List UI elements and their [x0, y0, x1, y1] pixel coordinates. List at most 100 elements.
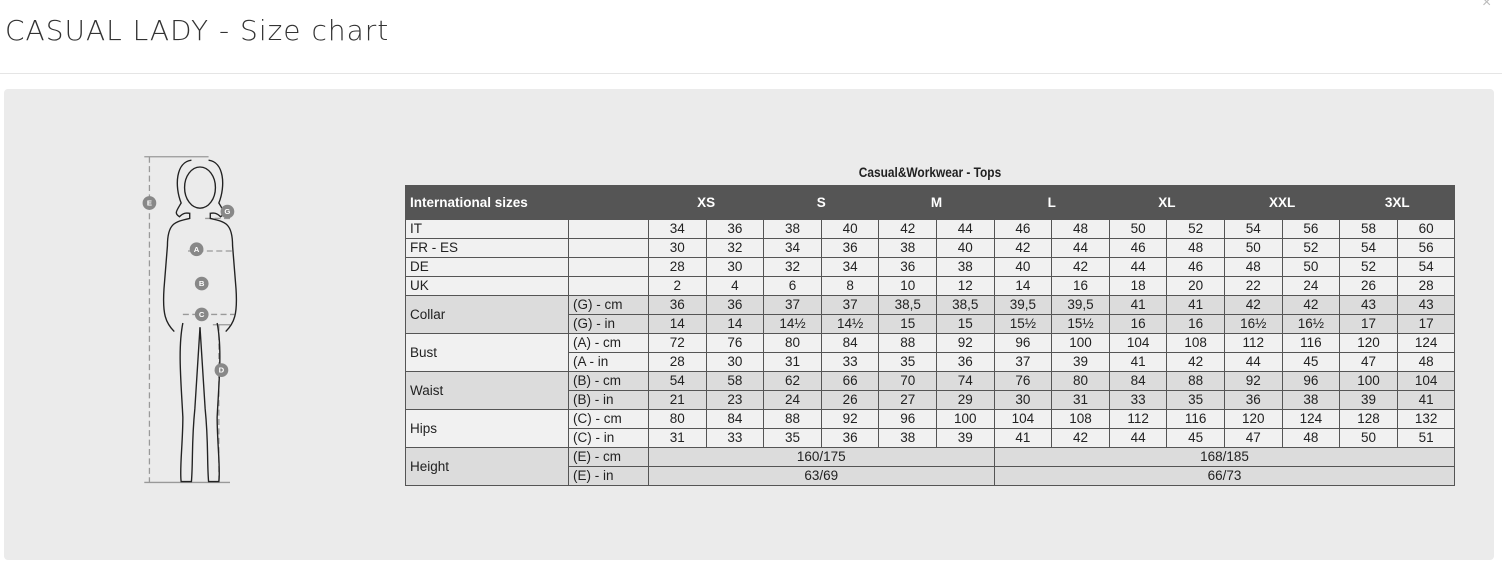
marker-b: B	[199, 279, 205, 288]
value-cell: 40	[820, 219, 880, 239]
header-row: International sizes XS S M L XL XXL 3XL	[405, 185, 1456, 220]
value-cell: 70	[878, 371, 937, 391]
row-label: UK	[405, 276, 569, 296]
value-cell: 34	[648, 219, 707, 239]
value-cell: 36	[1223, 390, 1283, 410]
value-cell: 120	[1223, 409, 1283, 429]
value-cell: 80	[1051, 371, 1110, 391]
value-cell: 96	[993, 333, 1053, 353]
marker-c: C	[199, 310, 205, 319]
value-cell: 30	[648, 238, 707, 258]
value-cell: 104	[1396, 371, 1456, 391]
row-label: Height	[405, 447, 569, 486]
value-cell: 52	[1166, 219, 1225, 239]
table-caption: Casual&Workwear - Tops	[858, 164, 1002, 180]
value-cell: 43	[1396, 295, 1456, 315]
value-cell: 32	[763, 257, 822, 277]
value-cell: 44	[936, 219, 995, 239]
value-cell: 44	[1051, 238, 1110, 258]
table-row: (E) - in 63/69 66/73	[406, 466, 1456, 486]
unit-cell: (G) - in	[568, 314, 649, 334]
close-icon[interactable]: ×	[1482, 0, 1492, 11]
value-cell: 34	[763, 238, 822, 258]
value-cell: 88	[1166, 371, 1225, 391]
unit-cell	[568, 257, 649, 277]
value-cell: 72	[648, 333, 707, 353]
value-cell: 42	[1223, 295, 1283, 315]
header-size-xs: XS	[647, 185, 765, 220]
value-cell: 58	[705, 371, 765, 391]
header-size-xxl: XXL	[1223, 185, 1341, 220]
value-cell: 39,5	[1051, 295, 1110, 315]
value-cell: 42	[878, 219, 937, 239]
value-cell: 16	[1166, 314, 1225, 334]
table-row: UK 2 4 6 8 10 12 14 16 18 20 22 24 26 28	[405, 276, 1456, 296]
value-cell: 6	[763, 276, 822, 296]
value-cell: 74	[936, 371, 995, 391]
value-cell: 43	[1339, 295, 1398, 315]
value-cell: 35	[763, 428, 822, 448]
value-cell: 48	[1223, 257, 1283, 277]
value-cell: 21	[648, 390, 707, 410]
value-cell: 35	[1166, 390, 1225, 410]
value-cell: 47	[1223, 428, 1283, 448]
value-cell: 14½	[820, 314, 880, 334]
value-cell: 40	[936, 238, 995, 258]
value-cell: 50	[1339, 428, 1398, 448]
value-cell: 23	[705, 390, 765, 410]
value-cell: 92	[820, 409, 880, 429]
table-row: FR - ES 30 32 34 36 38 40 42 44 46 48 50 52 54 56	[405, 238, 1456, 258]
row-label: Hips	[405, 409, 569, 448]
value-cell: 104	[1108, 333, 1168, 353]
value-cell: 108	[1051, 409, 1110, 429]
marker-d: D	[219, 366, 225, 375]
value-cell: 37	[820, 295, 880, 315]
modal-title: CASUAL LADY - Size chart	[5, 14, 390, 47]
value-cell: 38	[763, 219, 822, 239]
marker-a: A	[194, 245, 200, 254]
row-label: Collar	[405, 295, 569, 334]
value-cell: 28	[648, 352, 707, 372]
value-cell: 2	[648, 276, 707, 296]
merged-value-cell: 66/73	[993, 466, 1456, 486]
value-cell: 50	[1108, 219, 1168, 239]
value-cell: 36	[648, 295, 707, 315]
value-cell: 88	[878, 333, 937, 353]
table-row: (B) - in 21 23 24 26 27 29 30 31 33 35 36 38 39 41	[406, 390, 1456, 410]
table-row: Height (E) - cm 160/175 168/185	[405, 447, 1456, 486]
value-cell: 12	[936, 276, 995, 296]
merged-value-cell: 63/69	[648, 466, 995, 486]
value-cell: 44	[1108, 428, 1168, 448]
table-row: IT 34 36 38 40 42 44 46 48 50 52 54 56 58 60	[405, 219, 1456, 239]
value-cell: 37	[993, 352, 1053, 372]
value-cell: 24	[763, 390, 822, 410]
value-cell: 31	[763, 352, 822, 372]
value-cell: 124	[1281, 409, 1341, 429]
row-label: DE	[405, 257, 569, 277]
header-unit	[568, 185, 649, 220]
header-size-s: S	[763, 185, 880, 220]
value-cell: 48	[1051, 219, 1110, 239]
value-cell: 39	[936, 428, 995, 448]
table-row: DE 28 30 32 34 36 38 40 42 44 46 48 50 52 54	[405, 257, 1456, 277]
value-cell: 58	[1339, 219, 1398, 239]
value-cell: 30	[705, 352, 765, 372]
value-cell: 92	[1223, 371, 1283, 391]
marker-g: G	[224, 207, 230, 216]
value-cell: 15½	[1051, 314, 1110, 334]
value-cell: 38	[936, 257, 995, 277]
value-cell: 80	[648, 409, 707, 429]
value-cell: 124	[1396, 333, 1456, 353]
value-cell: 14	[648, 314, 707, 334]
value-cell: 45	[1281, 352, 1341, 372]
value-cell: 41	[1108, 295, 1168, 315]
header-size-3xl: 3XL	[1339, 185, 1456, 220]
value-cell: 41	[1166, 295, 1225, 315]
value-cell: 100	[1339, 371, 1398, 391]
table-row: (A - in 28 30 31 33 35 36 37 39 41 42 44 45 47 48	[406, 352, 1456, 372]
header-size-xl: XL	[1108, 185, 1225, 220]
value-cell: 17	[1339, 314, 1398, 334]
value-cell: 34	[820, 257, 880, 277]
value-cell: 116	[1166, 409, 1225, 429]
value-cell: 38	[878, 238, 937, 258]
